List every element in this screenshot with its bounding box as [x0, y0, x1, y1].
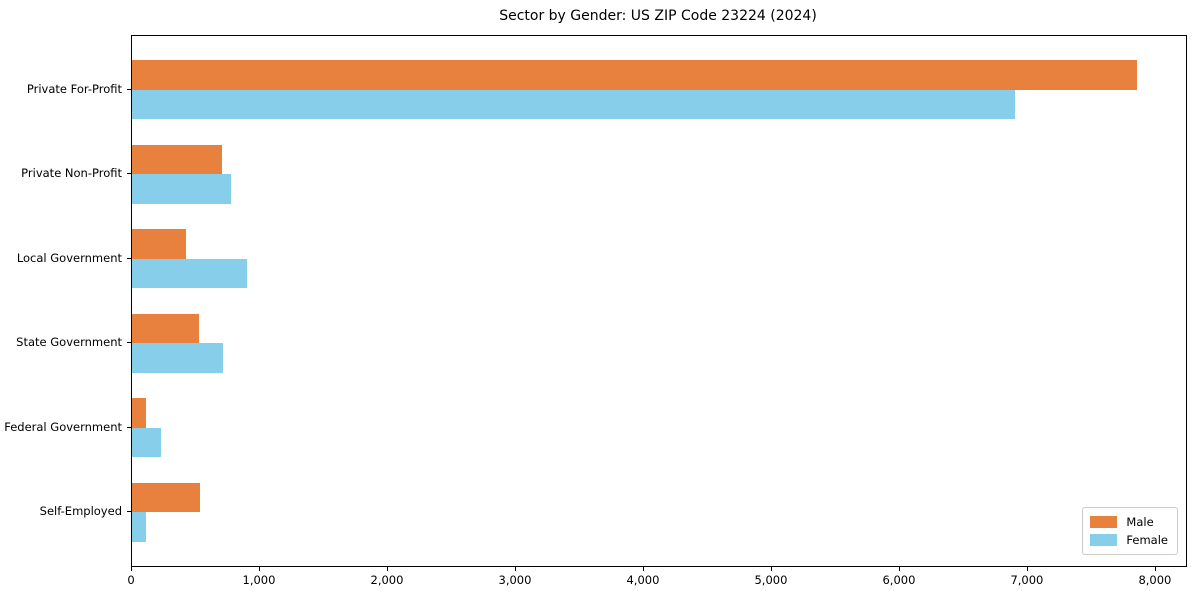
x-axis-tick-label: 0 [127, 573, 135, 587]
chart-title: Sector by Gender: US ZIP Code 23224 (202… [499, 8, 817, 24]
bar-male-private-for-profit [132, 60, 1137, 90]
y-axis-category-label: Private Non-Profit [21, 166, 122, 181]
bar-male-state-government [132, 313, 199, 344]
x-axis-tick-label: 5,000 [754, 573, 788, 587]
x-axis-tick-label: 3,000 [498, 573, 532, 587]
bar-male-federal-government [132, 398, 147, 428]
x-tick-mark [1026, 567, 1028, 571]
legend-swatch-female [1090, 534, 1118, 546]
legend-entry-male: Male [1090, 513, 1168, 531]
legend-entry-female: Female [1090, 531, 1168, 549]
x-tick-mark [1154, 567, 1156, 571]
y-axis-category-label: Federal Government [4, 419, 122, 434]
y-axis-category-label: Local Government [16, 250, 122, 265]
y-tick-mark [127, 427, 131, 428]
bar-female-local-government [132, 258, 248, 289]
y-tick-mark [127, 342, 131, 343]
x-axis-tick-label: 7,000 [1010, 573, 1044, 587]
x-tick-mark [770, 567, 772, 571]
x-axis-tick-label: 1,000 [242, 573, 276, 587]
x-axis-tick-label: 6,000 [882, 573, 916, 587]
bar-female-state-government [132, 343, 223, 373]
bar-female-self-employed [132, 512, 147, 542]
x-tick-mark [131, 567, 132, 571]
x-tick-mark [386, 567, 388, 571]
plot-area: Male Female [131, 35, 1187, 567]
bar-male-private-non-profit [132, 144, 222, 175]
bar-female-federal-government [132, 427, 162, 458]
x-axis-tick-label: 4,000 [626, 573, 660, 587]
x-tick-mark [642, 567, 644, 571]
x-tick-mark [898, 567, 900, 571]
bar-male-self-employed [132, 482, 200, 513]
y-axis-category-label: Self-Employed [39, 504, 122, 519]
legend-label: Male [1126, 515, 1154, 529]
y-axis-category-label: Private For-Profit [26, 81, 122, 96]
y-axis-category-label: State Government [16, 335, 122, 350]
x-axis-tick-label: 2,000 [370, 573, 404, 587]
y-tick-mark [127, 511, 131, 512]
y-tick-mark [127, 173, 131, 174]
legend-swatch-male [1090, 516, 1118, 528]
legend: Male Female [1082, 507, 1178, 555]
x-tick-mark [258, 567, 260, 571]
bar-female-private-non-profit [132, 174, 231, 204]
x-axis-tick-label: 8,000 [1138, 573, 1172, 587]
y-tick-mark [127, 258, 131, 259]
bar-male-local-government [132, 229, 186, 259]
legend-label: Female [1126, 533, 1168, 547]
x-tick-mark [514, 567, 516, 571]
y-tick-mark [127, 89, 131, 90]
bar-female-private-for-profit [132, 89, 1016, 120]
